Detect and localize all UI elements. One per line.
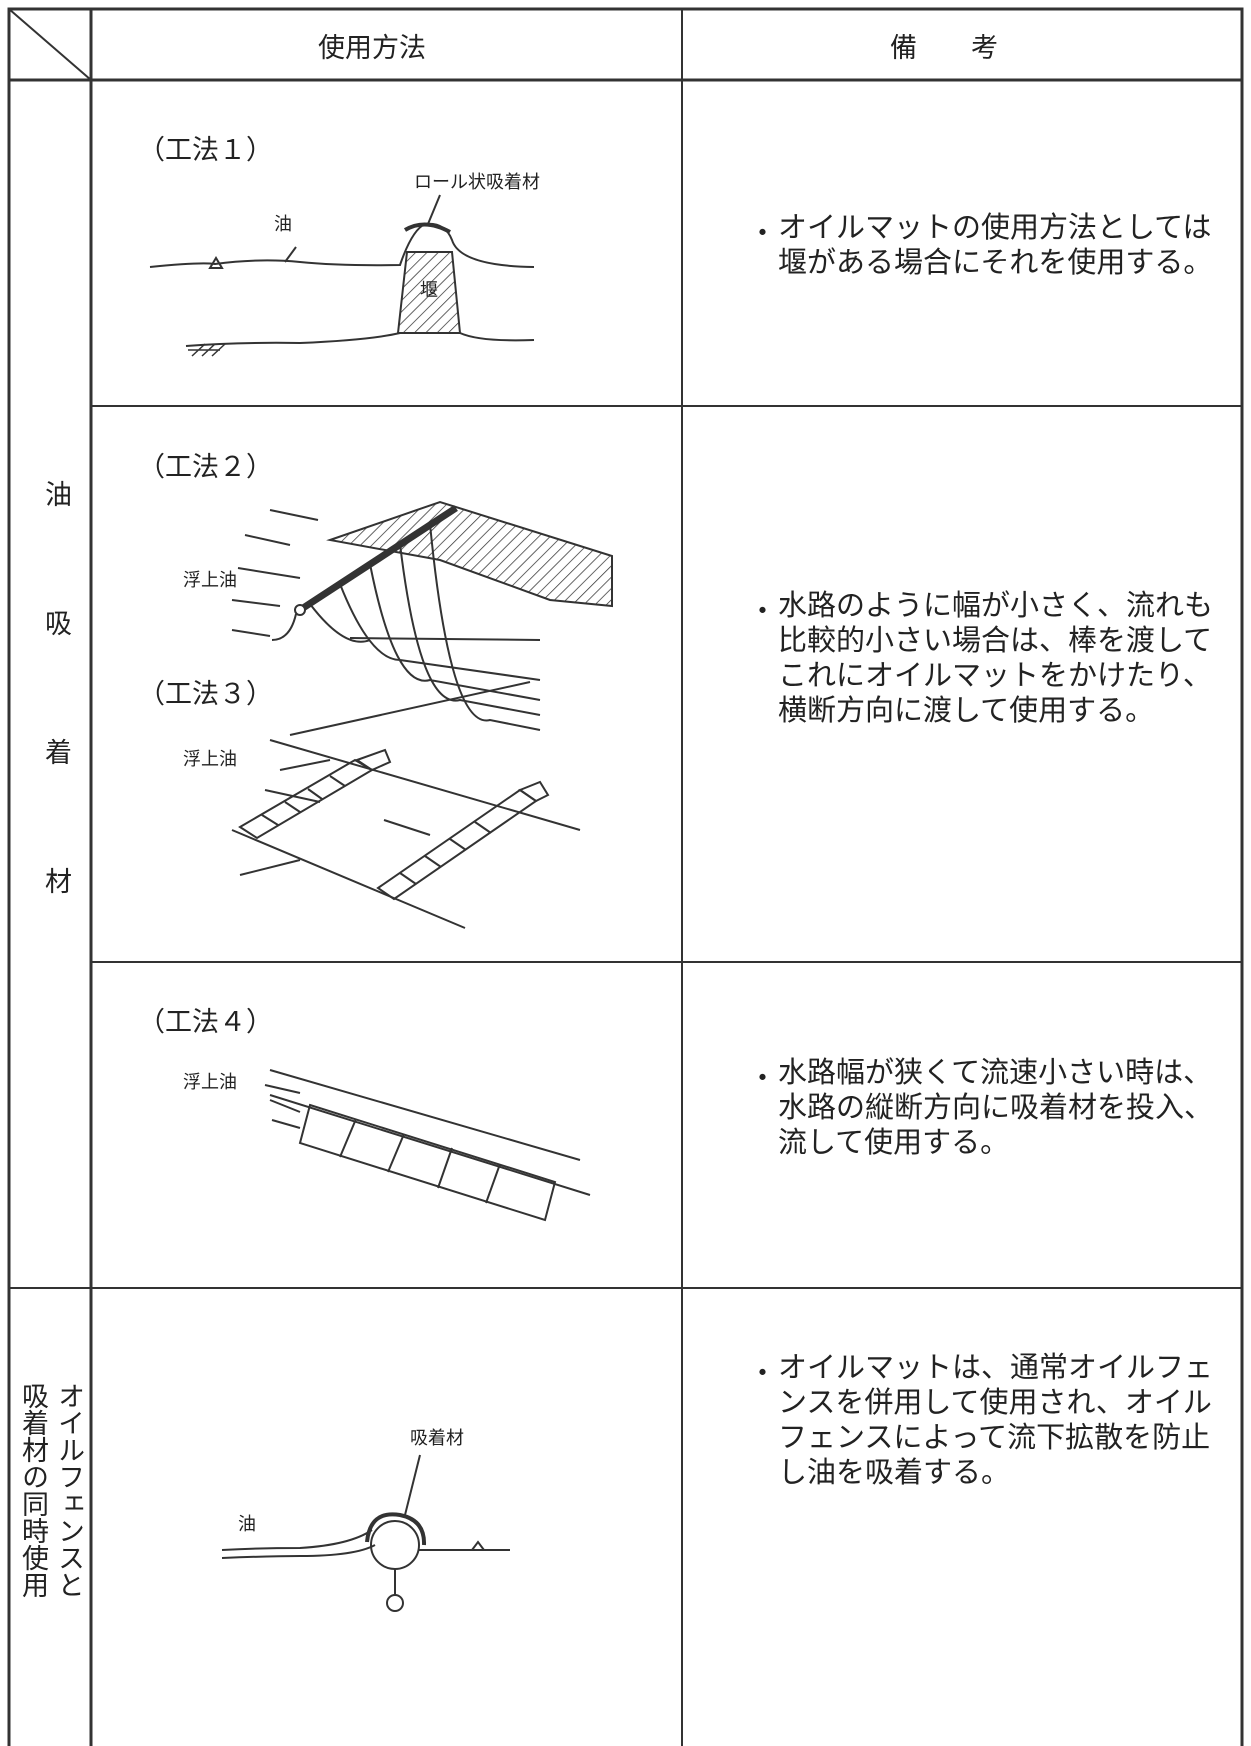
label: 浮上油	[183, 1072, 237, 1093]
label: 吸着材	[410, 1428, 464, 1449]
label: 浮上油	[183, 570, 237, 591]
method-name: （工法３）	[138, 679, 273, 710]
diagram-5	[221, 1454, 510, 1612]
remark: オイルマットは、通常オイルフェンスを併用して使用され、オイルフェンスによって流下…	[778, 1350, 1214, 1489]
table-grid	[7, 7, 1244, 1746]
bullet: ・	[748, 216, 778, 250]
remark: オイルマットの使用方法としては堰がある場合にそれを使用する。	[778, 210, 1213, 279]
remark: 水路幅が狭くて流速小さい時は、水路の縦断方向に吸着材を投入、流して使用する。	[778, 1055, 1214, 1159]
group-label-line: 吸着材の同時使用	[17, 1382, 48, 1598]
diagram-4	[264, 1069, 591, 1222]
method-name: （工法２）	[138, 452, 273, 483]
bullet: ・	[748, 1356, 778, 1390]
bullet: ・	[748, 594, 778, 628]
group-label: 油吸着材	[40, 480, 71, 996]
diagram-3	[231, 739, 581, 929]
diagram-labels: ロール状吸着材 油 堰 浮上油 浮上油 浮上油 吸着材 油	[183, 172, 540, 1535]
method-name: （工法４）	[138, 1007, 273, 1038]
label: 油	[274, 214, 292, 235]
header-method: 使用方法	[318, 33, 426, 64]
label: ロール状吸着材	[414, 172, 540, 193]
method-name: （工法１）	[138, 135, 273, 166]
label: 堰	[420, 280, 438, 301]
label: 浮上油	[183, 749, 237, 770]
diagram-2	[231, 500, 613, 736]
remark: 水路のように幅が小さく、流れも比較的小さい場合は、棒を渡してこれにオイルマットを…	[778, 588, 1214, 727]
bullet: ・	[748, 1061, 778, 1095]
group-label-line: オイルフェンスと	[53, 1382, 84, 1598]
group-label: オイルフェンスと 吸着材の同時使用	[14, 1382, 86, 1598]
label: 油	[238, 1514, 256, 1535]
header-remarks: 備 考	[890, 33, 998, 64]
diagram-1	[149, 194, 535, 357]
